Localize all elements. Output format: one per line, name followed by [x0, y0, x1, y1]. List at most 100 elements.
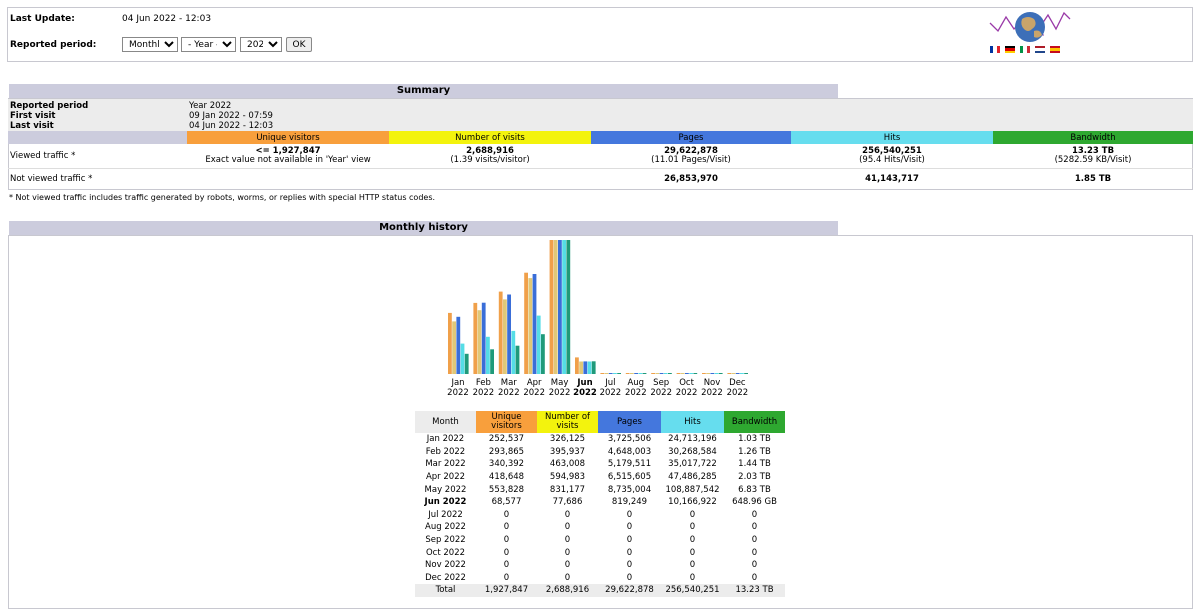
- period-type-select[interactable]: Monthly: [122, 37, 178, 52]
- bar-mar-s4: [515, 345, 520, 374]
- cell-hits: 24,713,196: [668, 434, 717, 445]
- total-label: Total: [435, 585, 456, 596]
- bar-may-s0: [549, 240, 554, 374]
- cell-hits: 0: [689, 522, 696, 533]
- cell-visitors: 0: [503, 535, 510, 546]
- bar-oct-s4: [693, 373, 698, 374]
- awstats-globe-logo-icon[interactable]: [988, 9, 1072, 45]
- monthly-history-title: Monthly history: [9, 221, 838, 235]
- bar-mar-s1: [503, 299, 507, 374]
- bar-aug-s0: [625, 373, 630, 374]
- table-row: Jul 2022 0 0 0 0 0: [415, 509, 785, 522]
- table-row: Sep 2022 0 0 0 0 0: [415, 534, 785, 547]
- cell-month: Oct 2022: [425, 547, 466, 558]
- cell-hits: 0: [689, 560, 696, 571]
- viewed-pages: 29,622,878: [664, 145, 718, 156]
- cell-pages: 3,725,506: [607, 434, 652, 445]
- bar-dec-s0: [727, 373, 732, 374]
- cell-visitors: 418,648: [488, 472, 525, 483]
- x-tick-label: Apr 2022: [523, 378, 545, 398]
- last-visit-value: 04 Jun 2022 - 12:03: [189, 121, 274, 131]
- flag-it-icon[interactable]: [1020, 46, 1030, 53]
- bar-dec-s2: [735, 373, 740, 374]
- cell-pages: 4,648,003: [607, 446, 652, 457]
- bar-aug-s4: [642, 373, 647, 374]
- x-tick-label: Dec 2022: [726, 378, 749, 398]
- cell-month: Apr 2022: [425, 472, 466, 483]
- bar-nov-s1: [706, 373, 710, 374]
- cell-visits: 831,177: [549, 484, 586, 495]
- summary-title: Summary: [9, 84, 838, 98]
- cell-visitors: 293,865: [488, 446, 525, 457]
- flag-nl-icon[interactable]: [1035, 46, 1045, 53]
- total-pages: 29,622,878: [605, 585, 654, 596]
- table-row: Mar 2022 340,392 463,008 5,179,511 35,017,72…: [415, 458, 785, 471]
- last-update-value: 04 Jun 2022 - 12:03: [122, 14, 212, 24]
- bar-sep-s3: [663, 373, 668, 374]
- cell-pages: 8,735,004: [607, 484, 652, 495]
- bar-aug-s2: [634, 373, 638, 374]
- last-update-label: Last Update:: [10, 14, 75, 24]
- month-select[interactable]: - Year -: [181, 37, 236, 52]
- cell-hits: 10,166,922: [668, 497, 717, 508]
- cell-bandwidth: 1.03 TB: [738, 434, 771, 445]
- cell-month: May 2022: [424, 484, 467, 495]
- cell-hits: 35,017,722: [668, 459, 717, 470]
- not-viewed-traffic-label: Not viewed traffic *: [10, 174, 93, 185]
- bar-may-s2: [558, 240, 562, 374]
- cell-visits: 0: [564, 522, 571, 533]
- cell-month: Aug 2022: [425, 522, 466, 533]
- reported-period-value: Year 2022: [189, 101, 232, 111]
- bar-jul-s2: [608, 373, 613, 374]
- flag-fr-icon[interactable]: [990, 46, 1000, 53]
- bar-dec-s4: [744, 373, 748, 374]
- cell-pages: 0: [626, 560, 633, 571]
- last-visit-label: Last visit: [10, 121, 54, 131]
- x-tick-label: Sep 2022: [650, 378, 672, 398]
- year-select[interactable]: 2022: [240, 37, 282, 52]
- mcol-number-of-visits: Number of visits: [537, 411, 598, 433]
- cell-visits: 77,686: [552, 497, 583, 508]
- col-unique-visitors: Unique visitors: [187, 131, 389, 144]
- cell-bandwidth: 0: [751, 509, 758, 520]
- not-viewed-pages: 26,853,970: [664, 174, 718, 185]
- reported-period-row-label: Reported period: [10, 101, 89, 111]
- bar-nov-s4: [718, 373, 723, 374]
- not-viewed-hits: 41,143,717: [865, 174, 919, 185]
- cell-bandwidth: 2.03 TB: [738, 472, 771, 483]
- bar-jun-s2: [583, 361, 588, 374]
- bar-apr-s2: [532, 274, 537, 374]
- first-visit-label: First visit: [10, 111, 56, 121]
- cell-hits: 0: [689, 572, 696, 583]
- cell-bandwidth: 0: [751, 535, 758, 546]
- cell-visitors: 553,828: [488, 484, 525, 495]
- cell-visitors: 340,392: [488, 459, 525, 470]
- flag-es-icon[interactable]: [1050, 46, 1060, 53]
- bar-dec-s1: [731, 373, 736, 374]
- viewed-visitors-note: Exact value not available in 'Year' view: [205, 154, 371, 165]
- total-visits: 2,688,916: [545, 585, 590, 596]
- cell-visitors: 0: [503, 509, 510, 520]
- table-row: Oct 2022 0 0 0 0 0: [415, 546, 785, 559]
- mcol-bandwidth: Bandwidth: [724, 411, 785, 433]
- bar-feb-s1: [477, 310, 482, 374]
- cell-visits: 594,983: [549, 472, 586, 483]
- summary-table: Reported period First visit Last visit Y…: [8, 99, 1193, 190]
- monthly-history-chart: [448, 240, 748, 374]
- x-tick-label: Mar 2022: [497, 378, 520, 398]
- ok-button[interactable]: OK: [286, 37, 312, 52]
- table-row: May 2022 553,828 831,177 8,735,004 108,887,5…: [415, 483, 785, 496]
- cell-hits: 47,486,285: [668, 472, 717, 483]
- cell-visitors: 252,537: [488, 434, 525, 445]
- bar-mar-s0: [498, 291, 503, 374]
- viewed-hits-note: (95.4 Hits/Visit): [859, 154, 925, 165]
- cell-pages: 6,515,605: [607, 472, 652, 483]
- cell-pages: 0: [626, 535, 633, 546]
- cell-visits: 0: [564, 547, 571, 558]
- cell-month: Jul 2022: [428, 509, 463, 520]
- bar-aug-s1: [630, 373, 634, 374]
- viewed-visits: 2,688,916: [466, 145, 514, 156]
- flag-de-icon[interactable]: [1005, 46, 1015, 53]
- cell-month: Jun 2022: [424, 497, 467, 508]
- mcol-pages: Pages: [598, 411, 661, 433]
